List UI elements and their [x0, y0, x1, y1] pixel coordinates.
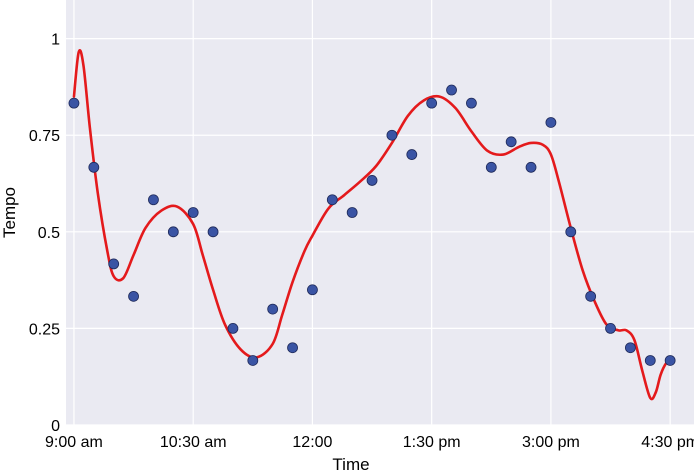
scatter-point — [287, 342, 298, 354]
scatter-point — [148, 194, 159, 206]
x-axis-title: Time — [332, 455, 369, 472]
y-tick-label: 0 — [51, 418, 60, 435]
scatter-point — [346, 207, 358, 218]
scatter-point — [545, 117, 557, 128]
scatter-point — [227, 323, 239, 334]
scatter-point — [326, 194, 338, 206]
scatter-point — [247, 355, 259, 366]
y-tick-label: 0.5 — [38, 225, 60, 242]
scatter-point — [307, 284, 318, 296]
scatter-point — [605, 323, 616, 334]
scatter-point — [644, 355, 656, 366]
scatter-point — [128, 290, 139, 302]
scatter-point — [88, 161, 100, 173]
y-axis-title: Tempo — [0, 187, 19, 238]
scatter-point — [68, 97, 80, 109]
scatter-point — [625, 342, 636, 354]
scatter-point — [406, 149, 418, 160]
x-tick-label: 12:00 — [292, 434, 332, 451]
scatter-point — [466, 97, 477, 109]
scatter-point — [485, 161, 497, 173]
scatter-point — [505, 136, 517, 148]
plot-background — [66, 0, 694, 425]
scatter-point — [664, 355, 676, 366]
x-tick-label: 3:00 pm — [522, 434, 580, 451]
scatter-point — [167, 226, 179, 238]
scatter-point — [108, 258, 120, 270]
scatter-point — [207, 226, 219, 238]
scatter-point — [565, 226, 577, 238]
scatter-point — [446, 84, 457, 96]
scatter-point — [267, 303, 279, 315]
x-tick-label: 4:30 pm — [641, 434, 694, 451]
y-tick-label: 0.25 — [29, 321, 60, 338]
x-tick-label: 9:00 am — [45, 434, 103, 451]
y-tick-label: 0.75 — [29, 128, 60, 145]
x-tick-label: 10:30 am — [160, 434, 227, 451]
scatter-point — [585, 290, 597, 302]
scatter-point — [366, 175, 378, 186]
scatter-point — [426, 97, 438, 109]
scatter-point — [525, 161, 537, 173]
y-tick-label: 1 — [51, 32, 60, 49]
x-tick-label: 1:30 pm — [403, 434, 461, 451]
scatter-point — [187, 207, 199, 218]
scatter-point — [386, 129, 398, 141]
